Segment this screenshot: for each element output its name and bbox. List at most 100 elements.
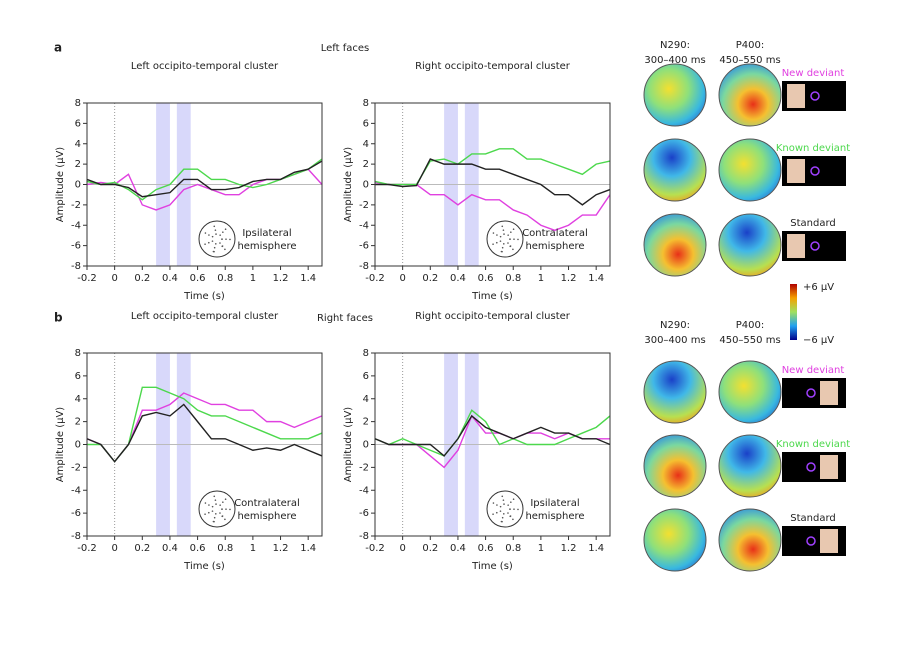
x-tick-label: 0.4 (450, 543, 466, 554)
y-tick-label: 0 (75, 440, 81, 451)
x-tick-label: 0.8 (505, 543, 521, 554)
electrode-dot (492, 232, 495, 234)
electrode-dot (224, 518, 226, 521)
x-tick-label: 1 (250, 273, 256, 284)
head-icon (486, 220, 524, 258)
topomap (643, 63, 707, 127)
x-tick-label: -0.2 (365, 273, 385, 284)
electrode-dot (510, 501, 512, 503)
x-tick-label: 1 (250, 543, 256, 554)
x-axis-label: Time (s) (471, 561, 513, 572)
head-icon (198, 220, 236, 258)
electrode-dot (224, 498, 227, 501)
x-tick-label: -0.2 (77, 543, 97, 554)
electrode-dot (502, 499, 505, 501)
electrode-dot (219, 234, 221, 236)
series-line (374, 148, 611, 186)
x-tick-label: 0 (399, 543, 405, 554)
annotation: hemisphere (525, 241, 584, 252)
x-tick-label: 1.2 (561, 543, 577, 554)
x-tick-label: 0.8 (505, 273, 521, 284)
colorbar (790, 284, 797, 340)
electrode-dot (499, 510, 502, 512)
electrode-dot (509, 508, 511, 511)
electrode-dot (212, 250, 215, 253)
y-tick-label: 4 (75, 139, 81, 150)
electrode-dot (215, 233, 217, 235)
electrode-dot (204, 502, 207, 504)
electrode-dot (204, 232, 207, 234)
electrode-dot (503, 233, 505, 235)
y-tick-label: 2 (75, 159, 81, 170)
condition-label: New deviant (782, 365, 845, 376)
x-tick-label: 0.4 (162, 273, 178, 284)
electrode-dot (513, 238, 515, 240)
x-tick-label: 1 (538, 273, 544, 284)
electrode-dot (502, 243, 505, 245)
x-tick-label: -0.2 (365, 543, 385, 554)
x-tick-label: 0.2 (422, 543, 438, 554)
fixation-mark (810, 241, 820, 251)
annotation: hemisphere (237, 511, 296, 522)
annotation: Ipsilateral (530, 498, 579, 509)
electrode-dot (502, 229, 505, 231)
electrode-dot (507, 242, 509, 244)
y-tick-label: -6 (359, 508, 369, 519)
fixation-mark (810, 91, 820, 101)
y-tick-label: 4 (75, 394, 81, 405)
x-tick-label: 0.6 (190, 543, 206, 554)
y-tick-label: -6 (71, 508, 81, 519)
condition-label: New deviant (782, 68, 845, 79)
electrode-dot (512, 498, 515, 501)
topomap (643, 213, 707, 277)
x-tick-label: 0.6 (190, 273, 206, 284)
head-icon (198, 490, 236, 528)
y-tick-label: 2 (363, 159, 369, 170)
column-window: 450–550 ms (719, 335, 780, 346)
y-tick-label: -2 (71, 462, 81, 473)
annotation: hemisphere (525, 511, 584, 522)
electrode-dot (499, 240, 502, 242)
electrode-dot (215, 503, 217, 505)
electrode-dot (224, 248, 226, 251)
y-tick-label: -4 (359, 220, 369, 231)
electrode-dot (499, 235, 502, 238)
y-axis-label: Amplitude (μV) (55, 147, 66, 223)
x-tick-label: 0.4 (162, 543, 178, 554)
topomap (643, 138, 707, 202)
y-tick-label: -6 (71, 241, 81, 252)
y-tick-label: 8 (75, 348, 81, 359)
y-tick-label: -8 (71, 531, 81, 542)
x-tick-label: 1.4 (300, 543, 316, 554)
electrode-dot (509, 245, 512, 248)
electrode-dot (207, 511, 210, 514)
electrode-dot (510, 231, 512, 233)
electrode-dot (229, 238, 231, 241)
chart-title: Right occipito-temporal cluster (415, 311, 571, 322)
electrode-dot (503, 503, 505, 505)
electrode-dot (229, 508, 231, 511)
y-tick-label: 6 (363, 118, 369, 129)
electrode-dot (509, 515, 512, 518)
electrode-dot (213, 495, 216, 498)
electrode-dot (213, 246, 216, 249)
topomap (718, 508, 782, 572)
electrode-dot (225, 238, 227, 240)
topomap (643, 360, 707, 424)
x-tick-label: 1.2 (273, 273, 289, 284)
panel-title: Left faces (321, 43, 370, 54)
y-tick-label: 8 (75, 98, 81, 109)
electrode-dot (214, 513, 217, 515)
electrode-dot (501, 246, 504, 249)
fixation-mark (806, 536, 816, 546)
y-tick-label: 8 (363, 98, 369, 109)
electrode-dot (517, 238, 519, 241)
electrode-dot (222, 231, 224, 233)
y-tick-label: -8 (71, 261, 81, 272)
series-line (86, 168, 323, 211)
electrode-dot (211, 240, 214, 242)
electrode-dot (492, 513, 494, 515)
electrode-dot (211, 510, 214, 512)
y-tick-label: -8 (359, 531, 369, 542)
column-name: P400: (736, 40, 765, 51)
